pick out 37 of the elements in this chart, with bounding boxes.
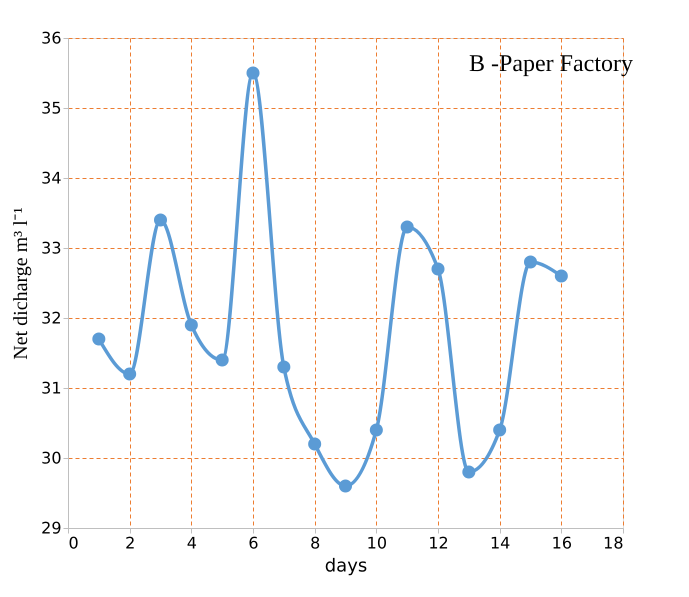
point	[400, 220, 414, 234]
x-axis-title: days	[324, 556, 368, 576]
x-tick-label: 12	[428, 534, 449, 552]
y-tick-label: 31	[41, 378, 62, 398]
y-tick-label: 29	[41, 518, 62, 538]
point	[462, 465, 476, 479]
point	[338, 479, 352, 493]
y-tick-label: 32	[41, 308, 62, 328]
y-tick-label: 33	[41, 238, 62, 258]
x-tick-label: 2	[125, 534, 136, 552]
point	[370, 423, 383, 437]
x-tick-label: 0	[68, 534, 79, 552]
x-tick-label: 18	[603, 534, 624, 552]
y-tick-label: 34	[41, 168, 62, 188]
x-tick-label: 14	[490, 534, 510, 552]
y-tick-label: 30	[41, 448, 62, 468]
y-tick-label: 36	[41, 28, 62, 48]
point	[184, 318, 198, 332]
point	[431, 262, 445, 276]
y-axis-title: Net dicharge m³ l⁻¹	[10, 207, 32, 360]
point	[493, 423, 506, 437]
point	[524, 255, 538, 269]
point	[308, 437, 322, 451]
point	[277, 360, 290, 374]
point	[216, 353, 229, 367]
x-tick-label: 4	[186, 534, 197, 552]
x-tick-label: 6	[248, 534, 259, 552]
text: B -Paper Factory	[469, 51, 633, 77]
x-tick-label: 8	[310, 534, 320, 552]
point	[92, 332, 106, 346]
point	[246, 66, 260, 80]
point	[154, 213, 168, 227]
x-tick-label: 16	[552, 534, 572, 552]
y-tick-label: 35	[41, 98, 62, 118]
point	[554, 269, 568, 283]
x-tick-label: 10	[366, 534, 388, 552]
point	[123, 367, 136, 381]
